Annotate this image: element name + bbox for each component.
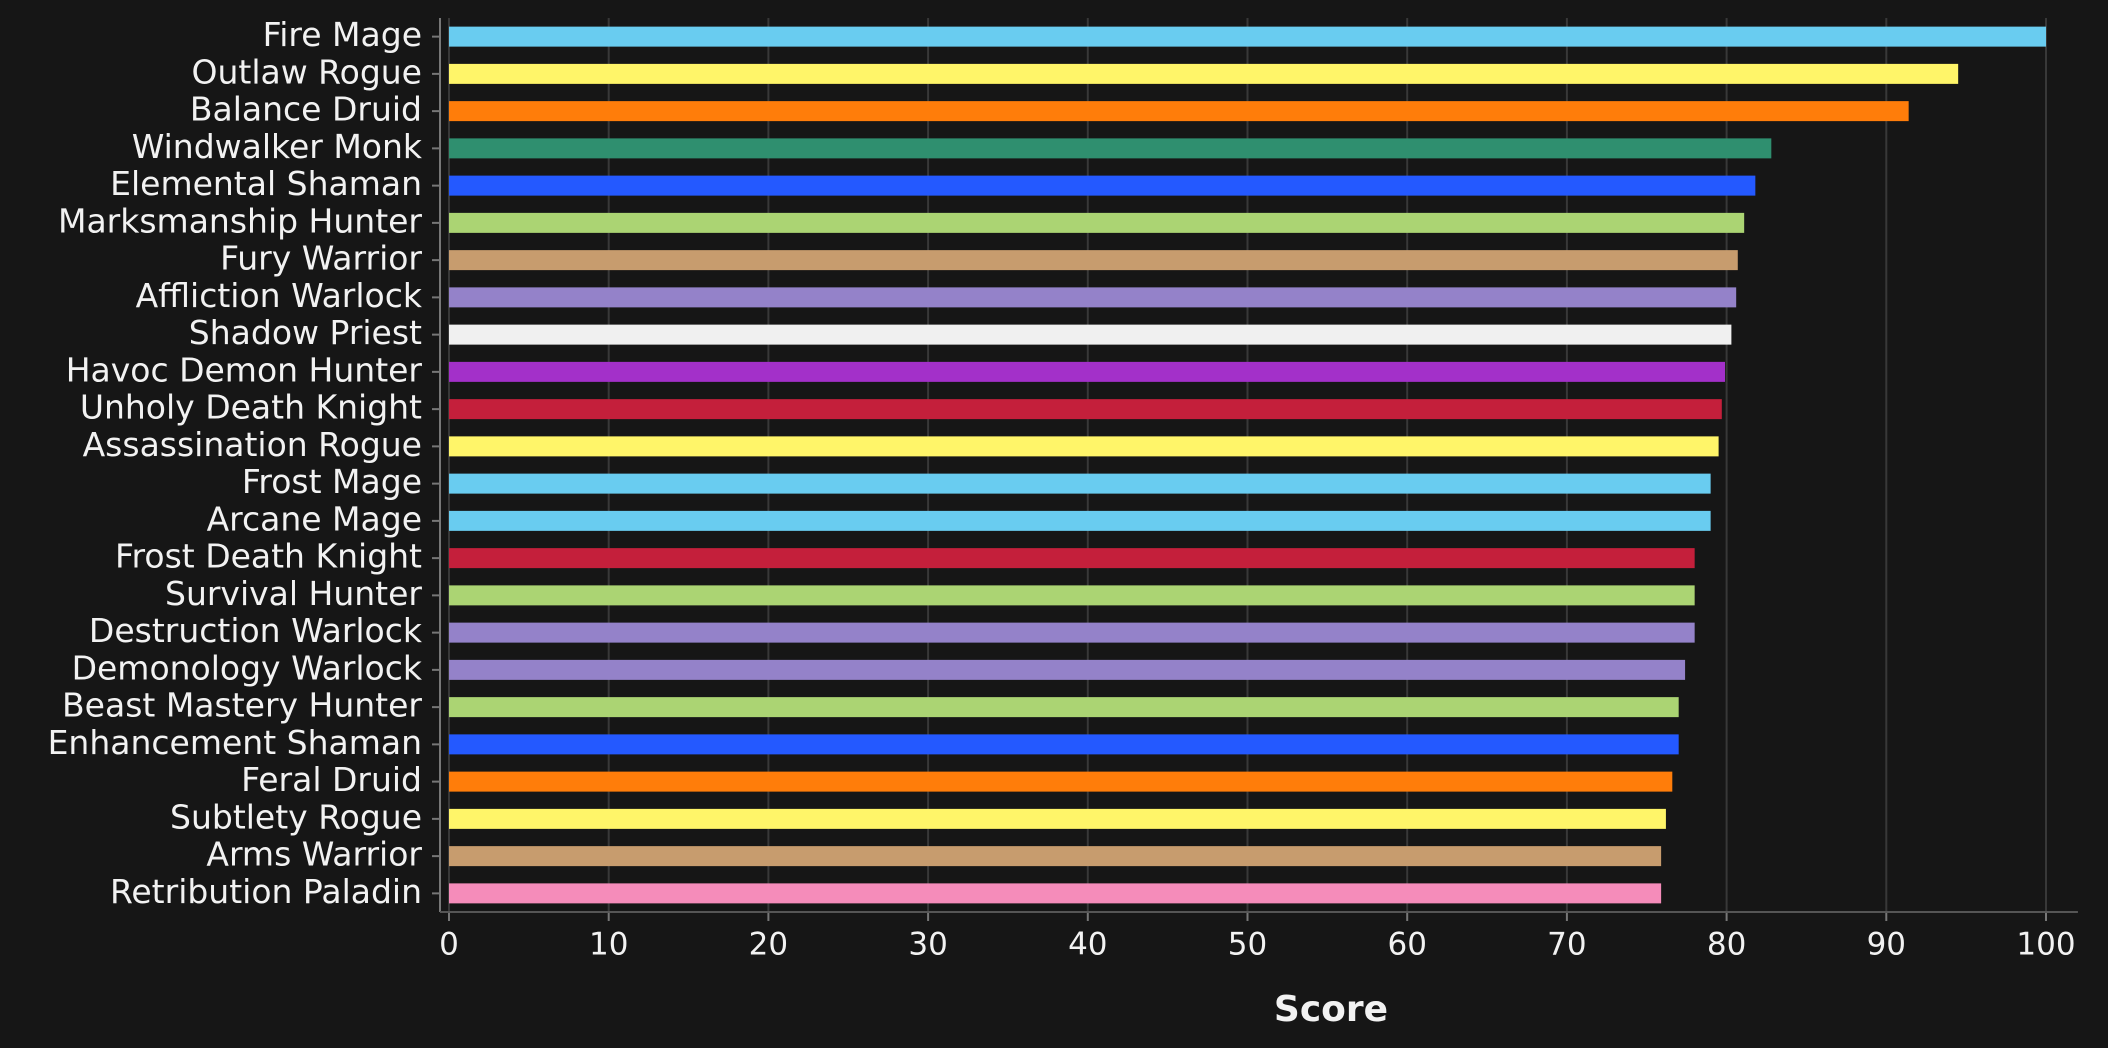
y-tick-label: Shadow Priest (189, 313, 422, 352)
bar (449, 883, 1662, 904)
x-tick-label: 50 (1228, 927, 1267, 963)
bar (449, 138, 1772, 159)
x-tick-label: 80 (1707, 927, 1746, 963)
bar (449, 26, 2046, 47)
bar (449, 697, 1679, 718)
x-tick-label: 0 (439, 927, 459, 963)
y-tick-label: Arcane Mage (207, 499, 422, 538)
x-tick-label: 90 (1867, 927, 1906, 963)
bar (449, 510, 1711, 531)
y-tick-label: Unholy Death Knight (80, 388, 422, 427)
x-tick-label: 70 (1547, 927, 1586, 963)
y-tick-label: Assassination Rogue (83, 425, 422, 464)
bar (449, 771, 1673, 792)
y-tick-label: Feral Druid (241, 760, 422, 799)
y-tick-label: Havoc Demon Hunter (66, 350, 423, 389)
x-tick-label: 100 (2016, 927, 2075, 963)
y-tick-label: Frost Mage (242, 462, 422, 501)
bar (449, 101, 1909, 122)
bar (449, 399, 1722, 420)
y-tick-label: Survival Hunter (165, 574, 422, 613)
bar (449, 287, 1737, 308)
bar (449, 808, 1666, 829)
y-tick-label: Retribution Paladin (110, 872, 422, 911)
bar (449, 175, 1756, 196)
y-tick-label: Enhancement Shaman (48, 723, 422, 762)
y-tick-label: Fury Warrior (220, 239, 422, 278)
y-tick-label: Arms Warrior (206, 835, 422, 874)
x-tick-label: 10 (589, 927, 628, 963)
y-tick-label: Subtlety Rogue (170, 797, 422, 836)
bar (449, 361, 1726, 382)
y-tick-label: Outlaw Rogue (191, 52, 422, 91)
y-tick-label: Windwalker Monk (132, 127, 423, 166)
bar (449, 250, 1738, 271)
y-tick-label: Affliction Warlock (136, 276, 423, 315)
bar (449, 622, 1695, 643)
x-tick-label: 20 (749, 927, 788, 963)
bar (449, 585, 1695, 606)
y-tick-label: Frost Death Knight (115, 537, 422, 576)
bar (449, 212, 1745, 233)
bar (449, 734, 1679, 755)
bar (449, 473, 1711, 494)
y-tick-label: Balance Druid (190, 90, 422, 129)
bar (449, 548, 1695, 569)
x-tick-label: 30 (908, 927, 947, 963)
y-tick-label: Demonology Warlock (72, 648, 423, 687)
y-tick-label: Destruction Warlock (89, 611, 423, 650)
x-tick-label: 40 (1068, 927, 1107, 963)
bar (449, 436, 1719, 457)
bar (449, 324, 1732, 345)
bar (449, 846, 1662, 867)
bar (449, 659, 1686, 680)
x-axis-label: Score (1274, 989, 1388, 1030)
x-tick-label: 60 (1387, 927, 1426, 963)
y-tick-label: Elemental Shaman (110, 164, 422, 203)
bar (449, 63, 1959, 84)
y-tick-label: Fire Mage (263, 15, 422, 54)
y-tick-label: Marksmanship Hunter (58, 201, 422, 240)
y-tick-label: Beast Mastery Hunter (62, 686, 422, 725)
